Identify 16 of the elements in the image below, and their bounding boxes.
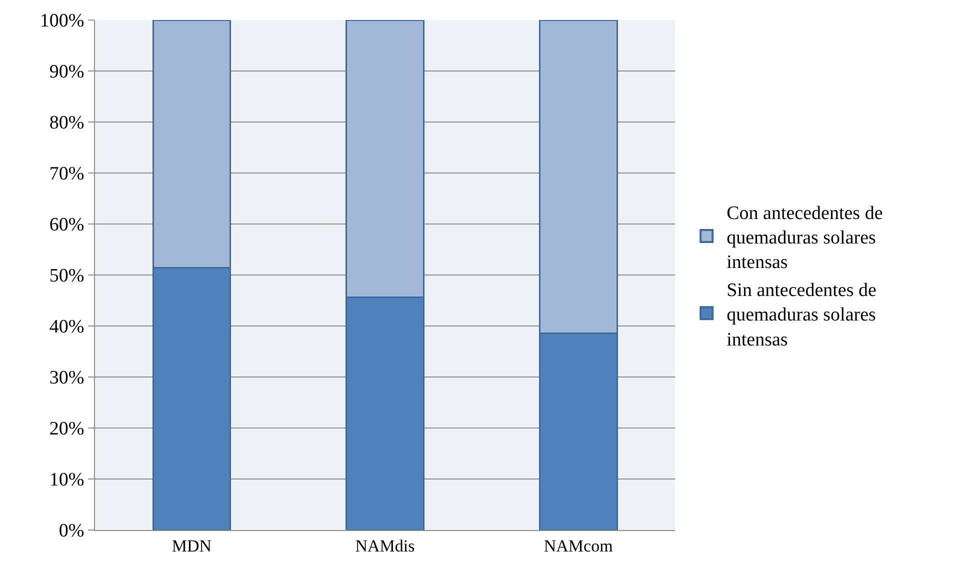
y-tick-label: 40% <box>49 316 84 338</box>
y-tick-label: 10% <box>49 470 84 491</box>
x-tick-label: NAMdis <box>355 536 415 556</box>
y-tick-label: 80% <box>49 112 84 134</box>
y-tick-label: 30% <box>49 368 84 389</box>
x-tick-label: MDN <box>172 536 212 556</box>
legend-label: Sin antecedentes de quemaduras solares intensas <box>726 280 876 350</box>
y-tick-label: 90% <box>49 62 84 83</box>
y-tick-label: 20% <box>49 418 84 440</box>
y-tick-label: 60% <box>49 214 84 236</box>
x-tick-label: NAMcom <box>544 536 613 556</box>
y-tick-label: 0% <box>58 520 84 542</box>
y-tick-label: 50% <box>49 266 84 287</box>
legend-label: Con antecedentes de quemaduras solares intensas <box>726 202 883 274</box>
y-tick-label: 100% <box>40 10 84 32</box>
y-tick-label: 70% <box>49 164 84 185</box>
